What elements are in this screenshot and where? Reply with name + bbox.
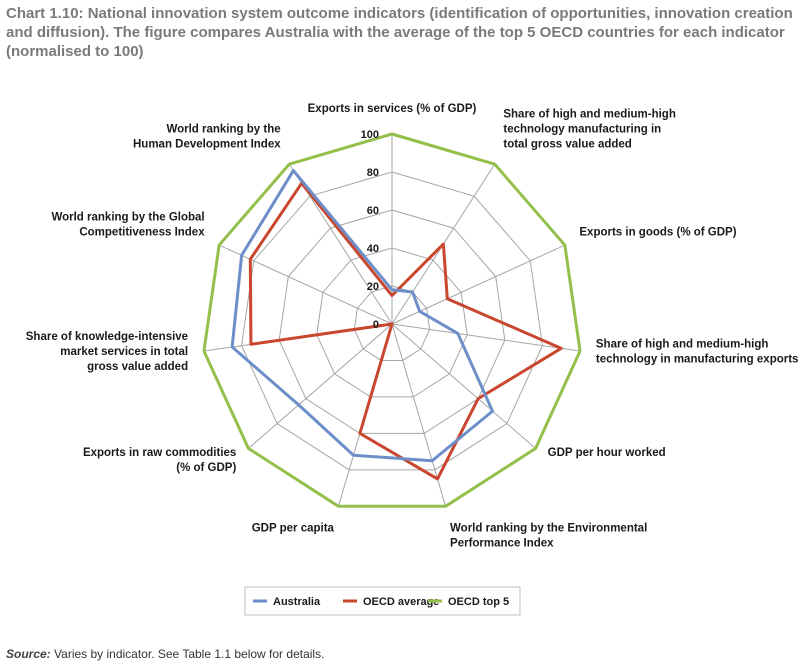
series-line-australia (230, 169, 495, 463)
grid-ring (278, 209, 506, 434)
tick-label: 80 (367, 167, 379, 179)
chart-title: Chart 1.10: National innovation system o… (6, 5, 793, 60)
tick-label: 100 (361, 129, 379, 141)
axis-label: Share of high and medium-high technology … (596, 338, 799, 365)
radar-chart: 0 20 40 60 80 100 Exports in services (% of G… (26, 103, 799, 616)
grid-spoke (248, 323, 393, 449)
tick-label: 60 (367, 205, 379, 217)
radar-series (202, 132, 582, 508)
tick-label: 20 (367, 281, 379, 293)
grid-spoke (391, 323, 581, 352)
grid-ring (316, 247, 468, 398)
legend-box (244, 586, 521, 616)
axis-label: Share of knowledge-intensive market servi… (26, 331, 188, 373)
legend: Australia OECD average OECD top 5 (244, 586, 521, 616)
radial-tick-labels: 0 20 40 60 80 100 (361, 129, 379, 331)
axis-label: Exports in raw commodities (% of GDP) (83, 447, 237, 474)
radar-grid (203, 133, 581, 507)
axis-label: World ranking by the Global Competitivene… (51, 211, 205, 238)
grid-spoke (391, 323, 536, 449)
series-line-oecd-top-5 (202, 132, 582, 508)
axis-label: Share of high and medium-high technology … (503, 109, 676, 151)
axis-label: Exports in services (% of GDP) (308, 103, 477, 115)
axis-label: World ranking by the Human Development In… (133, 124, 281, 151)
axis-label: Exports in goods (% of GDP) (579, 226, 736, 238)
source-label: Source: (6, 647, 51, 661)
axis-labels: Exports in services (% of GDP) Share of h… (26, 103, 799, 550)
legend-label-oecd-top-5: OECD top 5 (448, 596, 509, 608)
series-line-oecd-average (248, 181, 563, 481)
grid-ring (353, 285, 431, 361)
axis-label: GDP per capita (252, 523, 335, 535)
axis-label: World ranking by the Environmental Perfor… (450, 523, 647, 550)
axis-label: GDP per hour worked (548, 447, 666, 459)
grid-ring (241, 171, 543, 471)
grid-spoke (391, 323, 447, 507)
legend-label-oecd-average: OECD average (363, 596, 439, 608)
legend-label-australia: Australia (273, 596, 321, 608)
source-note: Source: Varies by indicator. See Table 1… (6, 647, 324, 661)
tick-label: 40 (367, 243, 379, 255)
grid-spoke (218, 244, 393, 325)
source-text: Varies by indicator. See Table 1.1 below… (54, 647, 325, 661)
tick-label: 0 (373, 319, 379, 331)
